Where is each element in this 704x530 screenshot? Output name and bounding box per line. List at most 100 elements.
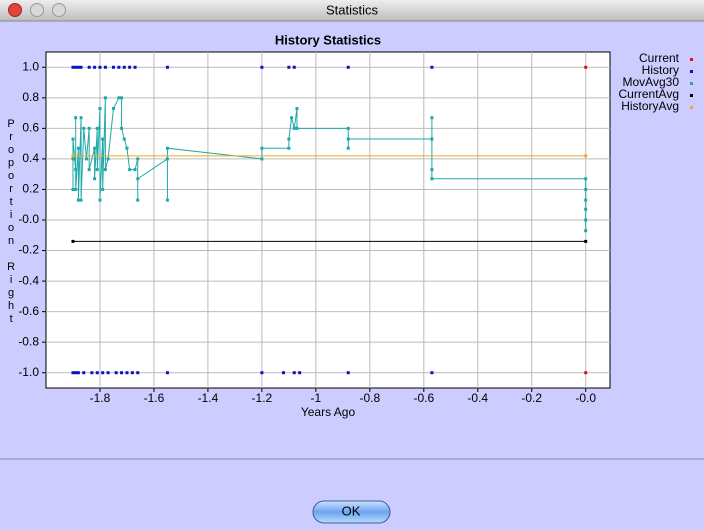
zoom-button[interactable] — [52, 3, 66, 17]
point — [74, 116, 78, 120]
point — [165, 146, 169, 150]
point — [87, 168, 91, 172]
point — [74, 371, 78, 375]
point — [125, 146, 129, 150]
point — [74, 187, 78, 191]
window-title: Statistics — [326, 2, 379, 17]
point — [165, 371, 169, 375]
point — [101, 137, 105, 141]
point — [136, 157, 140, 161]
point — [130, 371, 134, 375]
point — [584, 371, 588, 375]
minimize-button[interactable] — [30, 3, 44, 17]
y-tick-label: -0.2 — [18, 243, 39, 257]
point — [98, 65, 102, 69]
y-tick-label: -0.4 — [18, 273, 39, 287]
x-tick-label: -1 — [311, 391, 322, 405]
chart-title: History Statistics — [275, 32, 381, 47]
point — [292, 65, 296, 69]
point — [106, 157, 110, 161]
point — [93, 65, 97, 69]
point — [584, 218, 588, 222]
point — [430, 168, 434, 172]
x-tick-label: -0.2 — [521, 391, 542, 405]
point — [120, 371, 124, 375]
close-button[interactable] — [8, 3, 22, 17]
point — [87, 65, 91, 69]
series-line — [72, 97, 587, 231]
point — [346, 371, 350, 375]
point — [71, 239, 75, 243]
point — [79, 198, 83, 202]
point — [136, 371, 140, 375]
point — [125, 371, 129, 375]
point — [98, 107, 102, 111]
point — [95, 371, 99, 375]
point — [101, 187, 105, 191]
x-tick-label: -1.2 — [252, 391, 273, 405]
point — [76, 146, 80, 150]
point — [122, 137, 126, 141]
point — [133, 65, 137, 69]
x-tick-label: -1.6 — [144, 391, 165, 405]
point — [584, 239, 588, 243]
legend-swatch — [690, 58, 693, 61]
point — [82, 126, 86, 130]
point — [90, 371, 94, 375]
y-tick-label: -0.0 — [18, 212, 39, 226]
point — [74, 168, 78, 172]
point — [584, 154, 588, 158]
point — [111, 65, 115, 69]
point — [584, 65, 588, 69]
point — [103, 168, 107, 172]
point — [74, 65, 78, 69]
point — [76, 371, 80, 375]
point — [117, 96, 121, 100]
point — [128, 168, 132, 172]
point — [128, 65, 132, 69]
point — [287, 137, 291, 141]
point — [136, 198, 140, 202]
point — [260, 157, 264, 161]
point — [136, 177, 140, 181]
x-tick-label: -0.4 — [467, 391, 488, 405]
point — [260, 371, 264, 375]
legend-label: HistoryAvg — [621, 99, 679, 113]
point — [79, 116, 83, 120]
point — [133, 168, 137, 172]
point — [114, 371, 118, 375]
y-tick-label: -0.6 — [18, 304, 39, 318]
point — [101, 371, 105, 375]
point — [84, 157, 88, 161]
y-tick-label: 0.4 — [22, 151, 39, 165]
point — [430, 65, 434, 69]
point — [76, 198, 80, 202]
point — [165, 157, 169, 161]
point — [95, 168, 99, 172]
point — [260, 146, 264, 150]
point — [106, 371, 110, 375]
ok-button-label[interactable]: OK — [342, 503, 361, 518]
point — [260, 65, 264, 69]
y-tick-label: -0.8 — [18, 334, 39, 348]
ok-button[interactable] — [312, 500, 391, 524]
legend-label: CurrentAvg — [619, 87, 679, 101]
point — [71, 187, 75, 191]
point — [165, 198, 169, 202]
point — [93, 146, 97, 150]
point — [98, 198, 102, 202]
legend-label: History — [642, 63, 679, 77]
point — [82, 371, 86, 375]
x-tick-label: -0.8 — [359, 391, 380, 405]
point — [295, 107, 299, 111]
point — [298, 371, 302, 375]
legend-swatch — [690, 82, 693, 85]
x-tick-label: -0.6 — [413, 391, 434, 405]
y-tick-label: 1.0 — [22, 59, 39, 73]
point — [584, 229, 588, 233]
point — [281, 371, 285, 375]
point — [430, 177, 434, 181]
point — [430, 116, 434, 120]
x-tick-label: -1.8 — [90, 391, 111, 405]
